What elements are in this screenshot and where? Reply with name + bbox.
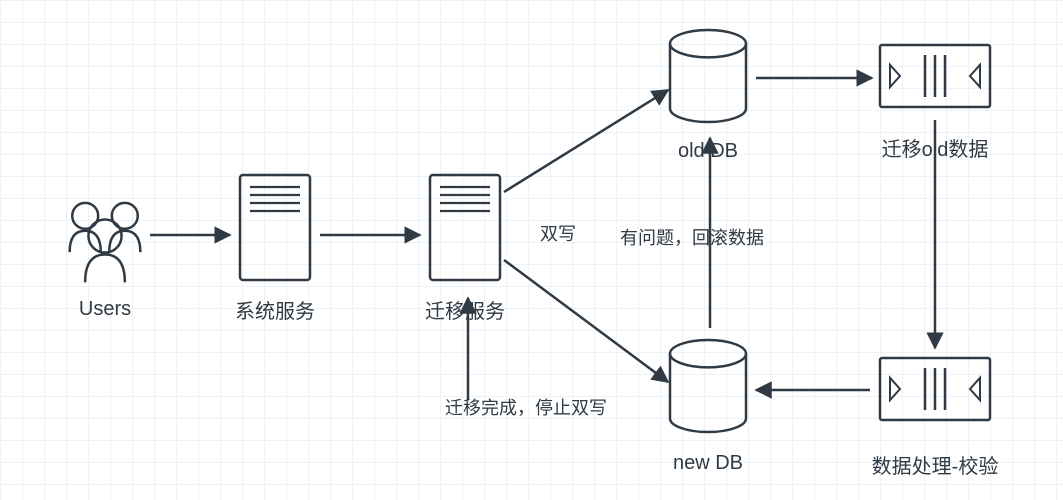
node-label-users: Users: [79, 298, 131, 321]
edge-e4: [504, 260, 668, 382]
node-mig_service: [430, 175, 500, 280]
node-label-validate: 数据处理-校验: [872, 450, 999, 479]
diagram-canvas: [0, 0, 1063, 500]
node-label-sys-service: 系统服务: [235, 295, 315, 324]
node-old_db: [670, 30, 746, 122]
edge-e3: [504, 90, 668, 192]
edge-label-dual-write: 双写: [540, 220, 576, 246]
node-new_db: [670, 340, 746, 432]
node-label-mig-service: 迁移服务: [425, 295, 505, 324]
node-validate: [880, 358, 990, 420]
node-sys_service: [240, 175, 310, 280]
edge-label-rollback: 有问题，回滚数据: [620, 224, 764, 250]
node-label-mig-old: 迁移old数据: [882, 133, 989, 162]
node-label-new-db: new DB: [673, 452, 743, 475]
node-users: [70, 203, 141, 282]
edge-label-stop-dual-write: 迁移完成，停止双写: [445, 394, 607, 420]
node-mig_old: [880, 45, 990, 107]
node-label-old-db: old DB: [678, 140, 738, 163]
